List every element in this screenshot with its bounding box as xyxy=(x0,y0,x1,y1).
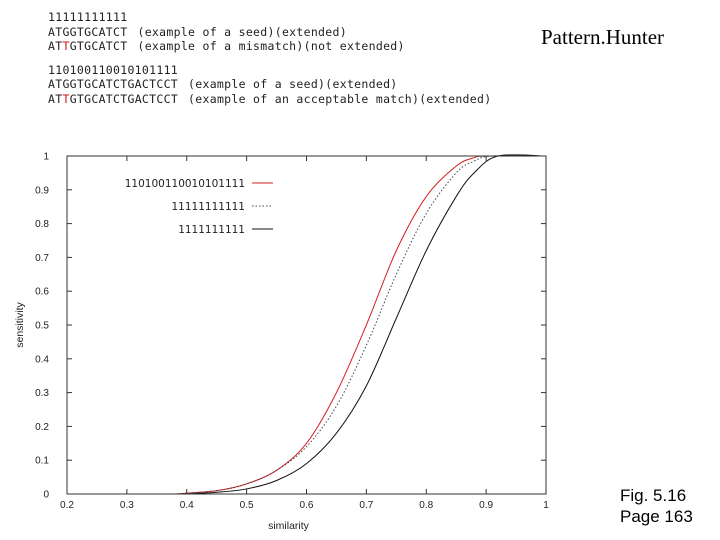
x-tick-label: 0.2 xyxy=(60,500,74,511)
figure-number: Fig. 5.16 xyxy=(620,486,687,505)
seed-text: AT xyxy=(48,91,63,106)
series-line-0 xyxy=(174,155,547,495)
y-tick-label: 0.7 xyxy=(35,253,49,264)
x-tick-label: 0.8 xyxy=(419,500,433,511)
series-layer xyxy=(174,154,547,495)
seed-note: (example of a seed)(extended) xyxy=(137,24,347,39)
x-axis-label: similarity xyxy=(268,520,310,532)
seed-text: 11111111111 xyxy=(48,10,128,24)
y-tick-label: 0.8 xyxy=(35,219,49,230)
series-line-2 xyxy=(186,154,547,495)
y-tick-label: 0.6 xyxy=(35,287,49,298)
plot-frame xyxy=(66,155,547,495)
y-tick-label: 0.4 xyxy=(35,354,49,365)
page-number: Page 163 xyxy=(620,507,693,526)
seed-line: ATGGTGCATCT (example of a seed)(extended) xyxy=(48,25,491,40)
seed-text-rest: GTGCATCTGACTCCT xyxy=(69,91,179,106)
y-tick-label: 0.3 xyxy=(35,388,49,399)
seed-line: ATGGTGCATCTGACTCCT (example of a seed)(ex… xyxy=(48,77,491,92)
y-axis-label: sensitivity xyxy=(14,301,26,347)
slide-title: Pattern.Hunter xyxy=(541,25,665,49)
y-tick-label: 1 xyxy=(43,152,49,163)
seed-note: (example of an acceptable match)(extende… xyxy=(188,91,492,106)
seed-text: AT xyxy=(48,39,63,53)
seed-text-rest: GTGCATCT xyxy=(69,39,128,53)
y-tick-label: 0.1 xyxy=(35,456,49,467)
x-tick-label: 0.4 xyxy=(180,500,194,511)
seed-line: ATTGTGCATCT (example of a mismatch)(not e… xyxy=(48,39,491,54)
x-tick-label: 0.5 xyxy=(240,500,254,511)
seed-examples: 11111111111 ATGGTGCATCT (example of a seed… xyxy=(48,10,491,106)
seed-text: 110100110010101111 xyxy=(48,62,179,77)
x-tick-label: 1 xyxy=(543,500,549,511)
seed-text: ATGGTGCATCTGACTCCT xyxy=(48,77,179,91)
x-tick-label: 0.3 xyxy=(120,500,134,511)
tick-layer: 0.2 0.3 0.4 0.5 0.6 0.7 0.8 0.9 1 0 0.1 0.2 0.3 0.4 0.… xyxy=(35,152,549,512)
seed-note: (example of a seed)(extended) xyxy=(188,77,398,91)
mismatch-base: T xyxy=(62,39,70,53)
legend-label-0: 110100110010101111 xyxy=(125,178,245,190)
legend-label-1: 11111111111 xyxy=(172,201,246,213)
x-tick-label: 0.7 xyxy=(359,500,373,511)
mismatch-base: T xyxy=(62,91,70,106)
seed-line: ATTGTGCATCTGACTCCT (example of an accepta… xyxy=(48,92,491,107)
y-tick-label: 0 xyxy=(43,490,49,501)
y-tick-label: 0.2 xyxy=(35,422,49,433)
legend-label-2: 1111111111 xyxy=(178,224,245,236)
seed-text: ATGGTGCATCT xyxy=(48,24,128,39)
y-tick-label: 0.5 xyxy=(35,321,49,332)
x-tick-label: 0.9 xyxy=(479,500,493,511)
y-tick-label: 0.9 xyxy=(35,185,49,196)
x-tick-label: 0.6 xyxy=(300,500,314,511)
figure-caption: Fig. 5.16 Page 163 xyxy=(620,485,693,527)
seed-line: 110100110010101111 xyxy=(48,63,491,78)
seed-note: (example of a mismatch)(not extended) xyxy=(137,39,405,53)
seed-line: 11111111111 xyxy=(48,10,491,25)
